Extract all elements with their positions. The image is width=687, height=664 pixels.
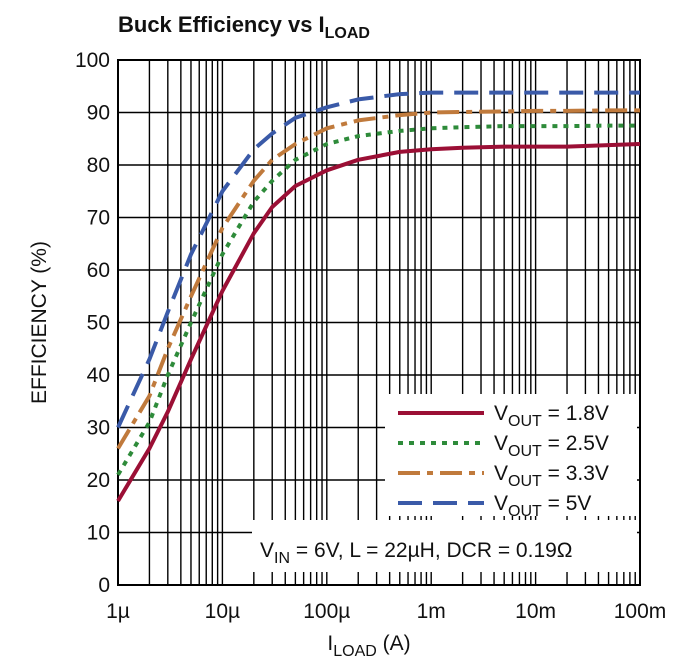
x-tick-label: 1µ (106, 600, 130, 623)
svg-text:Buck Efficiency vs ILOAD: Buck Efficiency vs ILOAD (118, 12, 370, 42)
y-tick-label: 30 (87, 417, 110, 440)
x-tick-label: 10m (515, 600, 556, 623)
annotation-vin-subscript: IN (274, 550, 290, 567)
x-axis-label-main: I (327, 632, 333, 655)
series-line-3 (116, 108, 640, 450)
y-tick-label: 40 (87, 364, 110, 387)
legend-label-3: VOUT = 3.3V (494, 462, 609, 490)
x-tick-label: 100m (614, 600, 667, 623)
legend-label-value: = 3.3V (542, 462, 609, 485)
legend-label-value: = 1.8V (542, 402, 609, 425)
series-line-4 (116, 90, 640, 429)
annotation-background (252, 520, 637, 572)
y-tick-label: 0 (98, 574, 110, 597)
chart-title: Buck Efficiency vs ILOAD (118, 12, 370, 42)
x-tick-label: 10µ (205, 600, 240, 623)
y-axis-label: EFFICIENCY (%) (28, 241, 51, 404)
annotation-text: VIN = 6V, L = 22µH, DCR = 0.19Ω (260, 539, 573, 567)
legend-label-subscript: OUT (508, 413, 542, 430)
axis-ticks: 0 10 20 30 40 50 60 70 80 90 100 1µ 10µ 100µ 1m 10m 100m (75, 49, 666, 623)
series-line-1 (116, 142, 641, 503)
legend-label-v: V (494, 462, 508, 485)
annotation-vin: V (260, 539, 274, 562)
chart-title-subscript: LOAD (325, 25, 370, 42)
legend-label-v: V (494, 432, 508, 455)
legend-label-v: V (494, 402, 508, 425)
y-tick-label: 60 (87, 259, 110, 282)
legend-label-1: VOUT = 1.8V (494, 402, 609, 430)
y-tick-label: 10 (87, 522, 110, 545)
y-tick-label: 20 (87, 469, 110, 492)
conditions-annotation: VIN = 6V, L = 22µH, DCR = 0.19Ω (252, 520, 637, 572)
x-axis-label-unit: (A) (377, 632, 411, 655)
y-tick-label: 90 (87, 102, 110, 125)
x-tick-label: 100µ (303, 600, 350, 623)
y-tick-label: 100 (75, 49, 110, 72)
annotation-rest: = 6V, L = 22µH, DCR = 0.19Ω (290, 539, 573, 562)
legend-label-value: = 5V (542, 492, 592, 515)
legend-label-2: VOUT = 2.5V (494, 432, 609, 460)
chart-title-main: Buck Efficiency vs I (118, 12, 325, 37)
legend-label-value: = 2.5V (542, 432, 609, 455)
y-tick-label: 50 (87, 312, 110, 335)
x-axis-label: ILOAD (A) (327, 632, 410, 660)
plot-series (116, 90, 641, 503)
legend-label-subscript: OUT (508, 443, 542, 460)
legend-label-subscript: OUT (508, 503, 542, 520)
legend-label-4: VOUT = 5V (494, 492, 591, 520)
x-tick-label: 1m (417, 600, 446, 623)
legend-label-v: V (494, 492, 508, 515)
plot-frame (117, 59, 641, 586)
x-axis-label-subscript: LOAD (333, 643, 377, 660)
y-tick-label: 70 (87, 207, 110, 230)
y-tick-label: 80 (87, 154, 110, 177)
legend-label-subscript: OUT (508, 473, 542, 490)
